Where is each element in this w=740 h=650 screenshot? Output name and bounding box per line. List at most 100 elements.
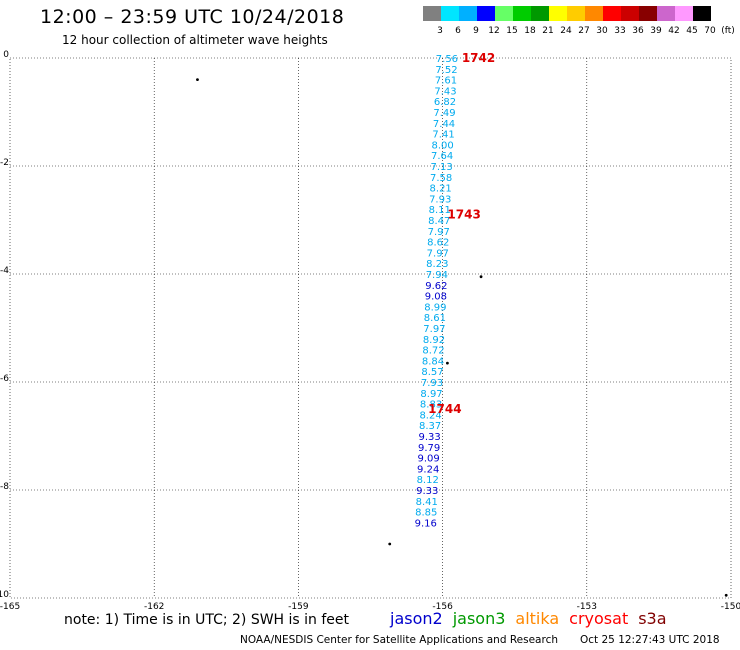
wave-height-label: 7.49 [433, 108, 455, 119]
wave-height-label: 7.93 [429, 194, 451, 205]
color-swatch [639, 6, 657, 21]
wave-height-label: 8.11 [429, 205, 451, 216]
color-scale-label: 21 [542, 26, 553, 36]
wave-height-label: 8.21 [430, 184, 452, 195]
wave-height-chart: -165 -162 -159 -156 -153 -150 0 -2 -4 -6 -8 -10 7.56… [0, 50, 740, 610]
color-swatch [459, 6, 477, 21]
wave-height-label: 9.08 [425, 292, 447, 303]
satellite-altika: altika [515, 609, 560, 628]
satellite-s3a: s3a [638, 609, 667, 628]
wave-height-label: 9.33 [416, 486, 438, 497]
color-swatch [675, 6, 693, 21]
color-swatch [603, 6, 621, 21]
wave-height-label: 9.33 [418, 432, 440, 443]
wave-height-label: 8.83 [420, 400, 442, 411]
wave-height-label: 9.79 [418, 443, 440, 454]
wave-height-label: 9.62 [425, 281, 447, 292]
y-tick-label: -2 [0, 158, 9, 168]
wave-height-label: 7.56 [436, 54, 458, 65]
wave-height-label: 7.44 [433, 119, 455, 130]
color-scale-label: 12 [488, 26, 499, 36]
wave-height-label: 9.09 [418, 454, 440, 465]
x-tick-label: -159 [288, 602, 309, 610]
footer-timestamp: Oct 25 12:27:43 UTC 2018 [580, 634, 720, 646]
wave-height-label: 8.12 [417, 475, 439, 486]
page-title: 12:00 – 23:59 UTC 10/24/2018 [40, 6, 345, 28]
wave-height-label: 8.57 [421, 367, 443, 378]
wave-height-label: 8.61 [424, 313, 446, 324]
color-scale-label: (ft) [721, 26, 735, 36]
x-tick-label: -162 [144, 602, 164, 610]
wave-height-label: 8.97 [420, 389, 442, 400]
color-scale-label: 36 [632, 26, 644, 36]
wave-height-label: 8.37 [419, 421, 441, 432]
y-tick-label: -10 [0, 590, 9, 600]
color-scale-label: 39 [650, 26, 662, 36]
color-swatch [531, 6, 549, 21]
footer-credit: NOAA/NESDIS Center for Satellite Applica… [240, 634, 558, 646]
wave-height-label: 8.92 [423, 335, 445, 346]
color-scale-label: 27 [578, 26, 589, 36]
color-scale-label: 6 [455, 26, 461, 36]
wave-height-label: 7.43 [434, 86, 456, 97]
wave-height-label: 9.24 [417, 464, 439, 475]
wave-height-label: 8.23 [426, 259, 448, 270]
color-swatch [441, 6, 459, 21]
satellite-legend: jason2 jason3 altika cryosat s3a [390, 609, 677, 628]
color-scale-label: 45 [686, 26, 697, 36]
color-scale-label: 70 [704, 26, 716, 36]
wave-height-label: 6.82 [434, 97, 456, 108]
wave-height-label: 8.84 [422, 356, 444, 367]
wave-height-label: 8.72 [422, 346, 444, 357]
island-marker [388, 542, 392, 546]
x-tick-label: -153 [577, 602, 597, 610]
x-tick-label: -165 [0, 602, 20, 610]
wave-height-label: 8.85 [415, 508, 437, 519]
color-scale-label: 33 [614, 26, 625, 36]
color-scale-label: 9 [473, 26, 479, 36]
satellite-cryosat: cryosat [569, 609, 629, 628]
color-scale-label: 24 [560, 26, 572, 36]
color-swatch [657, 6, 675, 21]
color-swatch [495, 6, 513, 21]
pass-time-label: 1744 [428, 402, 461, 416]
pass-time-label: 1742 [462, 51, 495, 65]
satellite-jason3: jason3 [452, 609, 506, 628]
wave-height-label: 7.41 [432, 130, 454, 141]
color-swatch [567, 6, 585, 21]
satellite-jason2: jason2 [390, 609, 443, 628]
color-scale-label: 3 [437, 26, 443, 36]
color-scale-label: 42 [668, 26, 679, 36]
pass-time-label: 1743 [447, 208, 480, 222]
wave-height-label: 7.64 [431, 151, 453, 162]
wave-height-label: 7.93 [421, 378, 443, 389]
y-tick-label: 0 [3, 50, 9, 60]
wave-height-label: 8.62 [427, 238, 449, 249]
wave-height-label: 9.16 [415, 518, 437, 529]
wave-height-label: 7.97 [428, 227, 450, 238]
color-scale-label: 15 [506, 26, 517, 36]
color-swatch [693, 6, 711, 21]
wave-height-label: 8.24 [419, 410, 441, 421]
x-tick-label: -150 [721, 602, 740, 610]
color-swatch [621, 6, 639, 21]
wave-height-label: 7.13 [431, 162, 453, 173]
color-swatch [513, 6, 531, 21]
wave-height-label: 8.00 [431, 140, 453, 151]
page-subtitle: 12 hour collection of altimeter wave hei… [62, 33, 328, 47]
x-tick-label: -156 [432, 602, 453, 610]
color-swatch [477, 6, 495, 21]
color-swatch [585, 6, 603, 21]
wave-height-label: 7.94 [426, 270, 448, 281]
y-tick-label: -8 [0, 482, 9, 492]
y-tick-label: -4 [0, 266, 9, 276]
wave-height-label: 7.97 [423, 324, 445, 335]
wave-height-label: 7.61 [435, 76, 457, 87]
island-marker [446, 361, 449, 365]
island-marker [196, 78, 199, 81]
wave-height-label: 8.47 [428, 216, 450, 227]
island-marker [479, 275, 483, 279]
wave-height-label: 7.58 [430, 173, 452, 184]
color-swatch [423, 6, 441, 21]
plot-frame [9, 57, 732, 599]
